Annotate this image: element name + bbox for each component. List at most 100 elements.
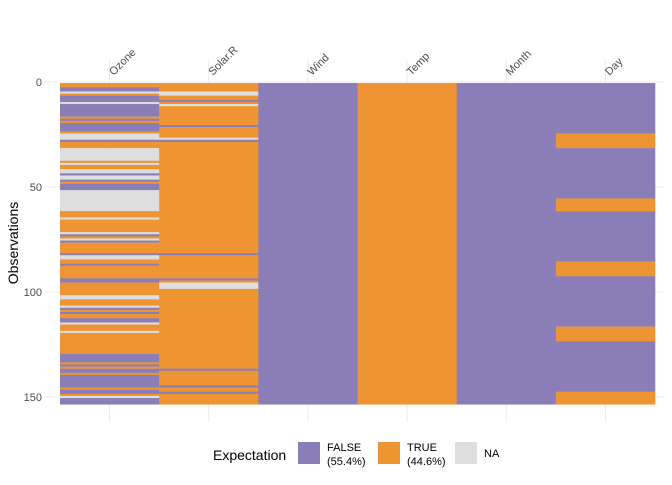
tile-false bbox=[60, 364, 160, 367]
tiles bbox=[60, 83, 656, 405]
legend-key bbox=[298, 442, 320, 464]
tile-false bbox=[60, 263, 160, 266]
tile-na bbox=[60, 322, 160, 325]
tile-false bbox=[159, 368, 259, 371]
tile-na bbox=[60, 101, 160, 105]
tile-false bbox=[60, 307, 160, 311]
tile-true bbox=[60, 219, 160, 233]
tile-true bbox=[159, 95, 259, 101]
tile-true bbox=[60, 332, 160, 355]
tile-false bbox=[60, 183, 160, 191]
tile-false bbox=[159, 278, 259, 281]
tile-na bbox=[60, 148, 160, 161]
tile-false bbox=[60, 87, 160, 92]
tile-false bbox=[60, 173, 160, 176]
tile-na bbox=[159, 137, 259, 140]
tile-na bbox=[60, 217, 160, 220]
tile-na bbox=[60, 330, 160, 334]
tile-false bbox=[60, 318, 160, 323]
legend-label-percent: (44.6%) bbox=[407, 456, 446, 468]
legend-item-false: FALSE (55.4%) bbox=[298, 442, 366, 468]
tile-false bbox=[159, 253, 259, 256]
tile-true bbox=[159, 370, 259, 386]
legend: Expectation FALSE (55.4%) TRUE (44.6%) NA bbox=[213, 442, 500, 468]
tile-true bbox=[555, 133, 656, 149]
tile-na bbox=[60, 175, 160, 180]
tile-false bbox=[555, 148, 656, 199]
tile-false bbox=[555, 341, 656, 392]
tile-true bbox=[555, 326, 656, 342]
tile-true bbox=[60, 83, 160, 88]
tile-true bbox=[159, 101, 259, 105]
column-label: Ozone bbox=[107, 47, 138, 78]
legend-label: TRUE bbox=[407, 442, 437, 454]
tile-na bbox=[60, 162, 160, 166]
tile-true bbox=[60, 309, 160, 313]
tile-false bbox=[60, 234, 160, 237]
tile-true bbox=[60, 131, 160, 134]
column-ozone bbox=[60, 83, 160, 405]
tile-na bbox=[60, 395, 160, 399]
legend-key bbox=[455, 442, 477, 464]
tile-false bbox=[159, 139, 259, 143]
tile-false bbox=[60, 122, 160, 132]
tile-false bbox=[60, 253, 160, 256]
tile-true bbox=[60, 372, 160, 376]
tile-false bbox=[60, 353, 160, 363]
tile-true bbox=[60, 120, 160, 124]
column-label: Month bbox=[504, 48, 534, 78]
legend-label: FALSE bbox=[327, 442, 361, 454]
y-tick-labels: 0 50 100 150 bbox=[24, 77, 42, 404]
tile-true bbox=[159, 83, 259, 92]
y-tick-label: 50 bbox=[30, 182, 42, 194]
column-label: Day bbox=[603, 55, 626, 78]
column-day bbox=[555, 83, 656, 405]
y-tick-label: 150 bbox=[24, 392, 42, 404]
tile-false bbox=[60, 139, 160, 143]
tile-na bbox=[60, 232, 160, 235]
y-axis-label: Observations bbox=[5, 202, 21, 284]
tile-false bbox=[60, 95, 160, 103]
tile-false bbox=[60, 374, 160, 388]
tile-true bbox=[60, 242, 160, 254]
tile-false bbox=[60, 118, 160, 122]
tile-true bbox=[60, 366, 160, 369]
tile-false bbox=[159, 99, 259, 103]
tile-na bbox=[60, 133, 160, 140]
tile-true bbox=[60, 299, 160, 306]
column-label: Solar.R bbox=[206, 44, 240, 78]
tile-false bbox=[60, 311, 160, 315]
tile-na bbox=[159, 91, 259, 96]
tile-na bbox=[159, 104, 259, 107]
tile-true bbox=[60, 314, 160, 319]
column-month bbox=[456, 83, 557, 405]
tile-na bbox=[159, 282, 259, 290]
column-temp bbox=[357, 83, 457, 405]
tile-true bbox=[60, 116, 160, 119]
tile-false bbox=[60, 389, 160, 395]
tile-false bbox=[60, 278, 160, 283]
tile-true bbox=[60, 141, 160, 149]
tile-na bbox=[60, 238, 160, 241]
tile-true bbox=[60, 324, 160, 332]
legend-item-true: TRUE (44.6%) bbox=[378, 442, 446, 468]
tile-na bbox=[60, 295, 160, 300]
tile-true bbox=[555, 198, 656, 212]
tile-false bbox=[60, 398, 160, 405]
tile-true bbox=[60, 259, 160, 264]
legend-label-percent: (55.4%) bbox=[327, 456, 366, 468]
tile-true bbox=[60, 160, 160, 164]
legend-label: NA bbox=[484, 448, 500, 460]
legend-item-na: NA bbox=[455, 442, 500, 464]
column-label: Wind bbox=[306, 52, 332, 78]
tile-false bbox=[159, 391, 259, 395]
tile-na bbox=[60, 169, 160, 174]
tile-true bbox=[60, 393, 160, 397]
tile-false bbox=[555, 211, 656, 262]
tile-true bbox=[159, 255, 259, 279]
tile-false bbox=[159, 125, 259, 128]
tile-true bbox=[60, 236, 160, 239]
legend-key bbox=[378, 442, 400, 464]
tile-true bbox=[60, 211, 160, 218]
